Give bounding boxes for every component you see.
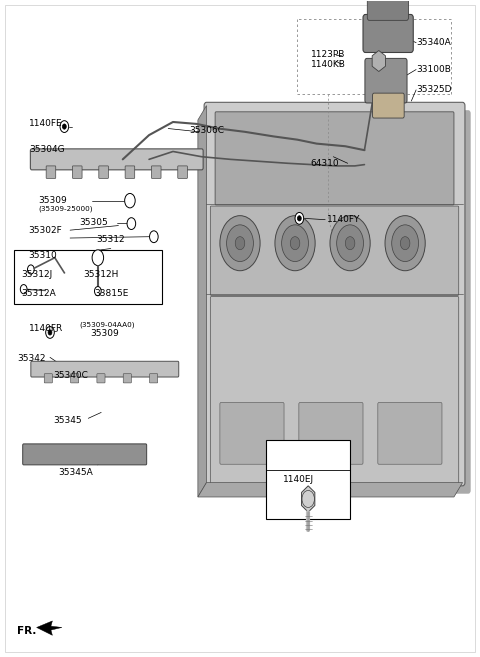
Text: 1140EJ: 1140EJ <box>283 475 314 484</box>
FancyBboxPatch shape <box>210 206 459 296</box>
Text: 35312A: 35312A <box>21 288 56 298</box>
Circle shape <box>127 217 136 229</box>
Circle shape <box>46 327 54 338</box>
Circle shape <box>290 237 300 250</box>
Circle shape <box>235 237 245 250</box>
Text: 1140KB: 1140KB <box>311 60 346 69</box>
FancyBboxPatch shape <box>220 403 284 464</box>
Text: 35312J: 35312J <box>21 270 52 279</box>
Text: 35340C: 35340C <box>53 371 88 380</box>
Text: 35342: 35342 <box>17 353 46 363</box>
Circle shape <box>295 212 304 224</box>
Text: 35345A: 35345A <box>58 468 93 477</box>
Circle shape <box>336 225 363 261</box>
FancyBboxPatch shape <box>44 374 52 383</box>
Circle shape <box>392 225 419 261</box>
FancyBboxPatch shape <box>178 166 187 178</box>
Text: (35309-25000): (35309-25000) <box>38 206 93 212</box>
Polygon shape <box>36 621 62 635</box>
Circle shape <box>60 121 69 133</box>
Circle shape <box>330 215 370 271</box>
FancyBboxPatch shape <box>46 166 56 178</box>
FancyBboxPatch shape <box>215 112 454 205</box>
Circle shape <box>298 215 301 221</box>
Text: 35345: 35345 <box>53 416 82 425</box>
Circle shape <box>125 193 135 208</box>
Circle shape <box>345 237 355 250</box>
FancyBboxPatch shape <box>365 58 407 103</box>
Text: 35340A: 35340A <box>416 38 451 47</box>
Text: 1140FY: 1140FY <box>327 215 360 224</box>
FancyBboxPatch shape <box>152 166 161 178</box>
FancyBboxPatch shape <box>97 374 105 383</box>
FancyBboxPatch shape <box>150 374 157 383</box>
Circle shape <box>48 330 52 335</box>
Text: (35309-04AA0): (35309-04AA0) <box>80 321 135 328</box>
Text: 33815E: 33815E <box>94 288 128 298</box>
Text: 35312H: 35312H <box>83 270 119 279</box>
Text: 35309: 35309 <box>38 196 67 204</box>
Polygon shape <box>198 483 463 497</box>
FancyBboxPatch shape <box>367 0 408 20</box>
Circle shape <box>62 124 66 129</box>
FancyBboxPatch shape <box>372 93 404 118</box>
Circle shape <box>92 250 104 265</box>
FancyBboxPatch shape <box>210 296 459 484</box>
FancyBboxPatch shape <box>99 166 108 178</box>
Text: 35310: 35310 <box>28 250 57 260</box>
Circle shape <box>227 225 253 261</box>
FancyBboxPatch shape <box>299 403 363 464</box>
Text: 35309: 35309 <box>91 329 120 338</box>
Text: 35325D: 35325D <box>416 85 452 95</box>
Polygon shape <box>198 106 206 497</box>
Text: 35302F: 35302F <box>28 225 62 235</box>
Text: 35306C: 35306C <box>190 126 225 135</box>
FancyBboxPatch shape <box>30 149 203 170</box>
FancyBboxPatch shape <box>210 110 471 493</box>
Circle shape <box>95 286 101 296</box>
FancyBboxPatch shape <box>71 374 79 383</box>
Bar <box>266 440 350 518</box>
Circle shape <box>275 215 315 271</box>
Text: 35305: 35305 <box>80 217 108 227</box>
Polygon shape <box>301 486 315 512</box>
FancyBboxPatch shape <box>125 166 135 178</box>
Circle shape <box>282 225 309 261</box>
FancyBboxPatch shape <box>123 374 132 383</box>
Circle shape <box>400 237 410 250</box>
FancyBboxPatch shape <box>363 14 413 53</box>
Circle shape <box>20 284 27 294</box>
Bar <box>14 250 162 304</box>
Polygon shape <box>372 51 385 72</box>
Circle shape <box>27 265 34 274</box>
FancyBboxPatch shape <box>378 403 442 464</box>
FancyBboxPatch shape <box>31 361 179 377</box>
FancyBboxPatch shape <box>23 444 147 465</box>
Text: 64310: 64310 <box>311 159 339 168</box>
Text: 1140FR: 1140FR <box>28 324 63 333</box>
Text: 35312: 35312 <box>96 235 125 244</box>
Text: 35304G: 35304G <box>29 145 65 154</box>
FancyBboxPatch shape <box>72 166 82 178</box>
Text: FR.: FR. <box>17 626 37 637</box>
Circle shape <box>150 231 158 242</box>
FancyBboxPatch shape <box>204 102 465 486</box>
Circle shape <box>220 215 260 271</box>
Circle shape <box>385 215 425 271</box>
Text: 1123PB: 1123PB <box>311 50 345 59</box>
Text: 1140FE: 1140FE <box>29 120 63 129</box>
Text: 33100B: 33100B <box>416 65 451 74</box>
